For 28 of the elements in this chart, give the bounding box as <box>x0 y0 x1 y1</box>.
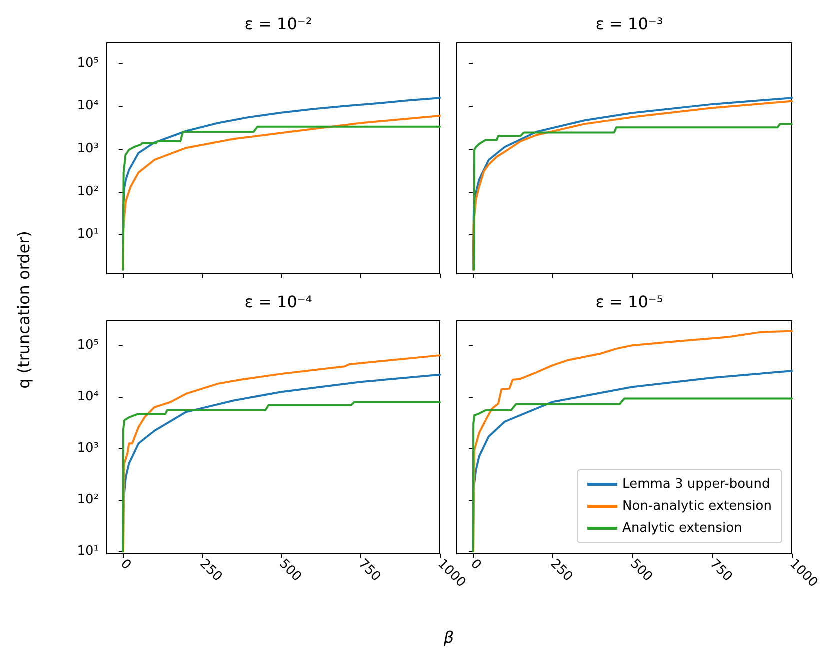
x-tick-label: 500 <box>276 556 304 585</box>
chart-title: ε = 10⁻³ <box>596 14 664 34</box>
y-axis-title: q (truncation order) <box>14 231 34 389</box>
x-tick-label: 0 <box>468 556 484 574</box>
x-axis-title: β <box>444 628 454 647</box>
x-tick-label: 250 <box>547 556 576 585</box>
legend-label: Lemma 3 upper-bound <box>622 477 770 492</box>
chart-title: ε = 10⁻⁵ <box>596 292 664 312</box>
y-tick-label: 10⁵ <box>77 338 99 354</box>
line-series <box>122 401 441 553</box>
y-tick-label: 10¹ <box>77 544 99 560</box>
y-tick-label: 10⁴ <box>77 98 99 114</box>
y-tick-label: 10¹ <box>77 227 99 242</box>
y-tick-label: 10² <box>77 184 99 200</box>
chart-title: ε = 10⁻² <box>244 14 312 34</box>
chart-title: ε = 10⁻⁴ <box>244 292 312 312</box>
x-tick-label: 0 <box>118 556 134 574</box>
y-tick-label: 10³ <box>77 142 99 157</box>
x-tick-label: 250 <box>196 556 225 585</box>
x-tick-label: 750 <box>355 556 384 585</box>
y-tick-label: 10⁵ <box>77 56 99 71</box>
y-tick-label: 10⁴ <box>77 390 99 405</box>
x-tick-label: 750 <box>706 556 736 585</box>
y-tick-label: 10³ <box>77 441 99 456</box>
y-tick-label: 10² <box>77 492 99 508</box>
legend-label: Analytic extension <box>622 521 742 536</box>
legend-label: Non-analytic extension <box>622 499 772 514</box>
x-tick-label: 500 <box>627 556 656 585</box>
